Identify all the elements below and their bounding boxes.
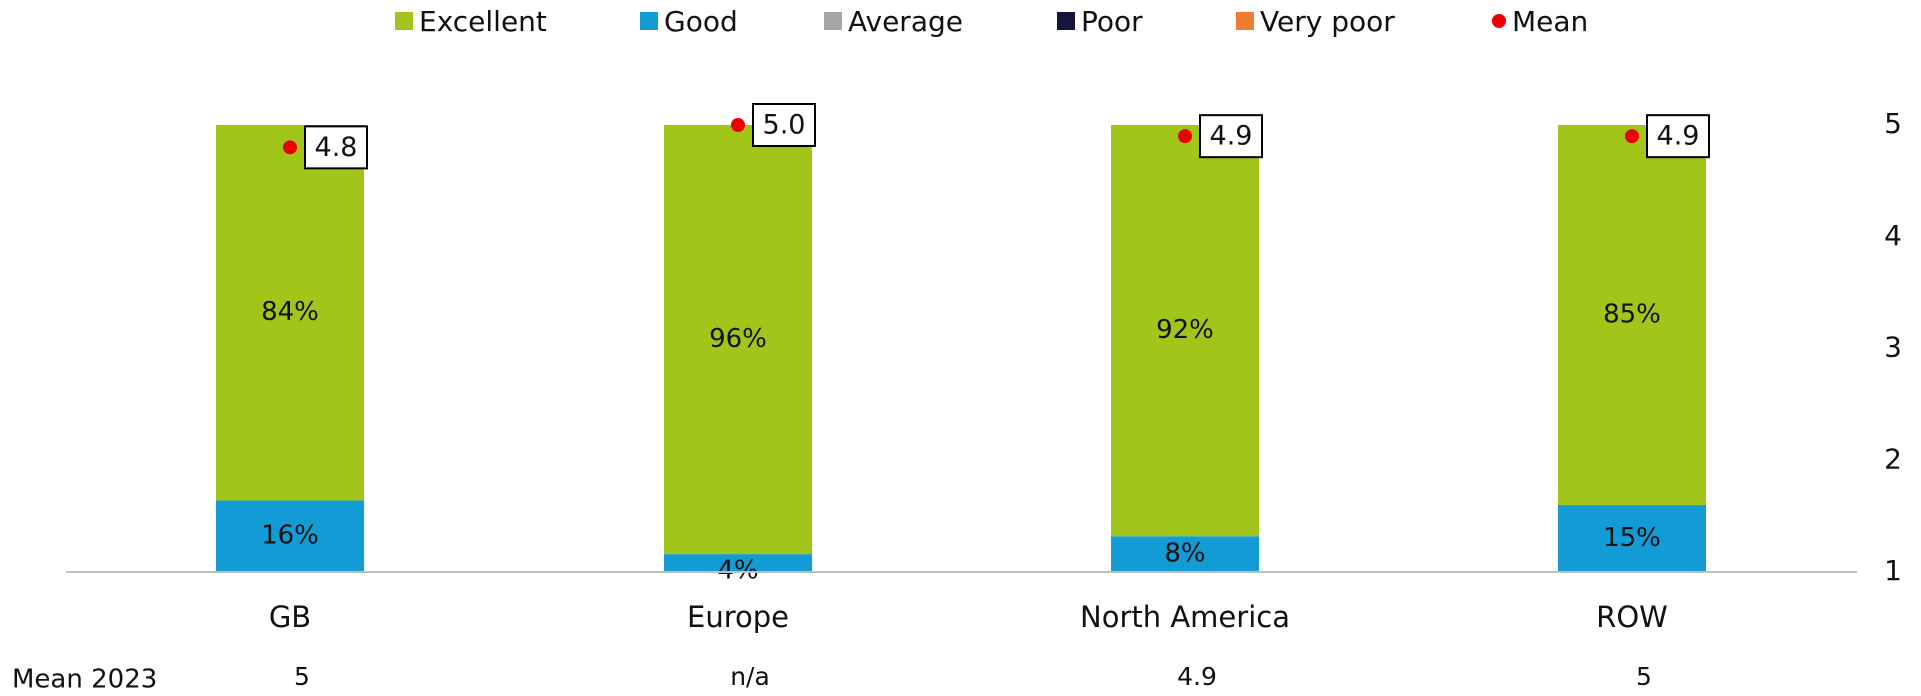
bar-segment	[664, 125, 812, 555]
data-label: 96%	[709, 324, 767, 354]
mean-label: 4.9	[1210, 121, 1253, 152]
data-label: 85%	[1603, 299, 1661, 329]
mean-point	[283, 140, 297, 155]
mean-label-box	[304, 125, 368, 170]
bar-segment	[1111, 125, 1259, 537]
y2-tick-label: 5	[1884, 107, 1902, 140]
mean-2023-label: Mean 2023	[12, 665, 157, 695]
data-label: 84%	[261, 297, 319, 327]
bar-segment	[664, 554, 812, 572]
mean-label-box	[1646, 114, 1710, 159]
mean-point	[731, 118, 745, 132]
legend-label: Poor	[1081, 5, 1143, 38]
bar-segment	[1111, 536, 1259, 572]
legend-swatch	[824, 12, 842, 30]
mean-2023-value: 5	[294, 662, 310, 691]
y2-tick-label: 1	[1884, 554, 1902, 587]
x-tick-label: ROW	[1596, 600, 1668, 634]
legend-label: Excellent	[419, 5, 547, 38]
legend-label: Good	[664, 5, 738, 38]
legend-swatch	[1057, 12, 1075, 30]
mean-point	[1178, 129, 1192, 144]
legend-marker	[1492, 14, 1506, 28]
bar-segment	[216, 125, 364, 501]
legend-swatch	[640, 12, 658, 30]
mean-label-box	[1199, 114, 1263, 159]
data-label: 8%	[1164, 539, 1205, 569]
mean-label-box	[752, 103, 816, 147]
mean-label: 5.0	[763, 110, 806, 141]
y2-tick-label: 2	[1884, 442, 1902, 475]
mean-2023-value: n/a	[730, 662, 770, 691]
x-tick-label: GB	[269, 600, 311, 634]
mean-2023-value: 4.9	[1177, 662, 1217, 691]
legend-swatch	[1236, 12, 1254, 30]
bar-segment	[1558, 504, 1706, 572]
data-label: 4%	[717, 556, 758, 586]
y2-tick-label: 3	[1884, 331, 1902, 364]
data-label: 16%	[261, 521, 319, 551]
x-tick-label: North America	[1080, 600, 1290, 634]
legend-label: Mean	[1512, 5, 1588, 38]
data-label: 92%	[1156, 315, 1214, 345]
legend-label: Average	[848, 5, 963, 38]
mean-label: 4.8	[315, 132, 358, 163]
y2-tick-label: 4	[1884, 219, 1902, 252]
x-tick-label: Europe	[687, 600, 789, 634]
bar-segment	[1558, 125, 1706, 505]
bar-segment	[216, 500, 364, 572]
data-label: 15%	[1603, 523, 1661, 553]
mean-2023-value: 5	[1636, 662, 1652, 691]
mean-label: 4.9	[1657, 121, 1700, 152]
mean-point	[1625, 129, 1639, 144]
legend-swatch	[395, 12, 413, 30]
legend-label: Very poor	[1260, 5, 1395, 38]
